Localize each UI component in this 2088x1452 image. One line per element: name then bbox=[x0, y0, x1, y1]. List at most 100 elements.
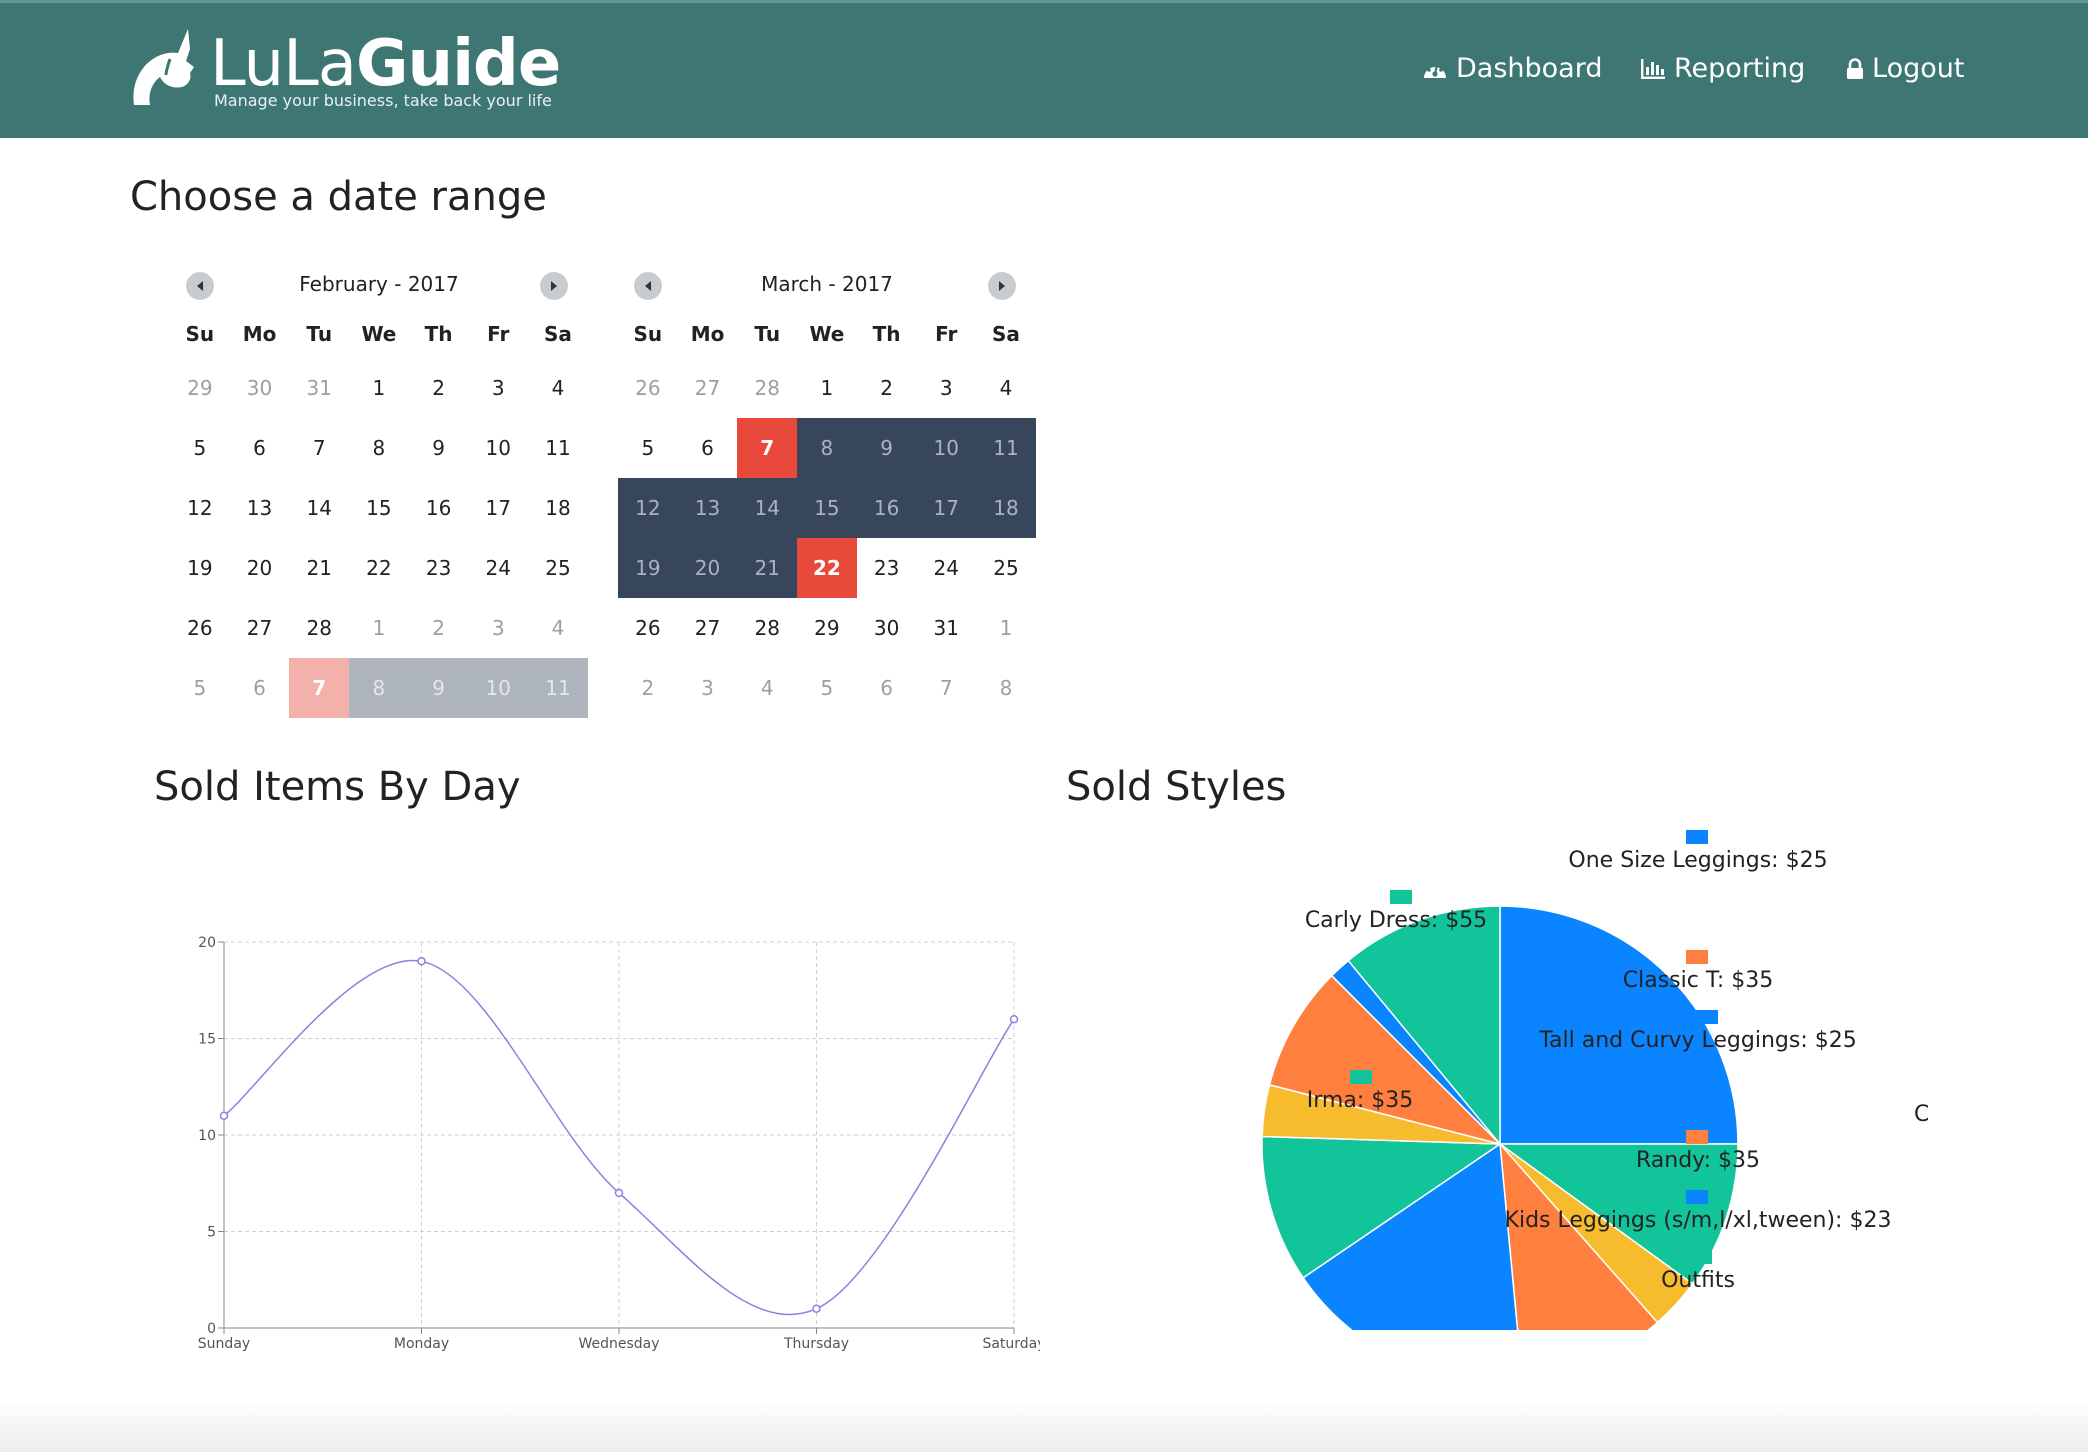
calendar-day[interactable]: 24 bbox=[485, 556, 511, 580]
calendar-day[interactable]: 3 bbox=[701, 676, 714, 700]
calendar-day[interactable]: 10 bbox=[485, 436, 511, 460]
calendar-day[interactable]: 25 bbox=[993, 556, 1019, 580]
calendar-day[interactable]: 11 bbox=[976, 418, 1036, 478]
calendar-day[interactable]: 10 bbox=[916, 418, 977, 478]
calendar-day[interactable]: 17 bbox=[916, 478, 977, 538]
calendar-day[interactable]: 30 bbox=[246, 376, 273, 400]
pie-slice[interactable] bbox=[1302, 1142, 1522, 1330]
calendar-day[interactable]: 16 bbox=[856, 478, 917, 538]
calendar-day[interactable]: 27 bbox=[246, 616, 273, 640]
calendar-day[interactable]: 23 bbox=[425, 556, 452, 580]
calendar-day[interactable]: 23 bbox=[873, 556, 900, 580]
calendar-day[interactable]: 7 bbox=[312, 436, 326, 460]
calendar-day[interactable]: 6 bbox=[701, 436, 714, 460]
prev-month-button[interactable] bbox=[186, 272, 214, 300]
calendar-day[interactable]: 6 bbox=[880, 676, 893, 700]
calendar-day[interactable]: 26 bbox=[635, 616, 661, 640]
calendar-day[interactable]: 2 bbox=[880, 376, 893, 400]
calendar-day[interactable]: 1 bbox=[820, 376, 834, 400]
calendar-day[interactable]: 28 bbox=[754, 616, 780, 640]
calendar-day[interactable]: 12 bbox=[618, 478, 678, 538]
calendar-day[interactable]: 27 bbox=[694, 616, 721, 640]
calendar-day[interactable]: 29 bbox=[187, 376, 213, 400]
next-month-button[interactable] bbox=[540, 272, 568, 300]
nav-logout[interactable]: Logout bbox=[1846, 53, 1964, 84]
calendar-day[interactable]: 2 bbox=[641, 676, 655, 700]
calendar-day[interactable]: 7 bbox=[939, 676, 953, 700]
calendar-day[interactable]: 11 bbox=[528, 658, 588, 718]
calendar-day[interactable]: 3 bbox=[939, 376, 953, 400]
calendar-day[interactable]: 28 bbox=[754, 376, 780, 400]
calendar-day[interactable]: 12 bbox=[187, 496, 213, 520]
calendar-day[interactable]: 1 bbox=[372, 376, 386, 400]
calendar-day[interactable]: 9 bbox=[856, 418, 917, 478]
calendar-day[interactable]: 18 bbox=[976, 478, 1036, 538]
calendar-day[interactable]: 5 bbox=[641, 436, 655, 460]
prev-month-button[interactable] bbox=[634, 272, 662, 300]
calendar-day[interactable]: 28 bbox=[306, 616, 332, 640]
calendar-day[interactable]: 20 bbox=[677, 538, 738, 598]
calendar-day[interactable]: 7 bbox=[737, 418, 798, 478]
calendar-day[interactable]: 6 bbox=[253, 676, 266, 700]
calendar-day[interactable]: 27 bbox=[694, 376, 721, 400]
nav-dashboard[interactable]: Dashboard bbox=[1422, 53, 1602, 84]
calendar-day[interactable]: 3 bbox=[491, 616, 505, 640]
calendar-day[interactable]: 5 bbox=[193, 676, 207, 700]
calendar-day[interactable]: 22 bbox=[797, 538, 857, 598]
calendar-day[interactable]: 4 bbox=[551, 376, 565, 400]
calendar-day[interactable]: 15 bbox=[797, 478, 857, 538]
calendar-day[interactable]: 2 bbox=[432, 376, 445, 400]
calendar-day[interactable]: 9 bbox=[432, 436, 445, 460]
next-month-button[interactable] bbox=[988, 272, 1016, 300]
calendar-day[interactable]: 13 bbox=[677, 478, 738, 538]
nav-reporting[interactable]: Reporting bbox=[1640, 53, 1805, 84]
brand-logo[interactable]: LuLaGuide Manage your business, take bac… bbox=[126, 25, 561, 115]
pie-slice[interactable] bbox=[1499, 1141, 1659, 1330]
calendar-day[interactable]: 8 bbox=[797, 418, 857, 478]
calendar-day[interactable]: 4 bbox=[760, 676, 774, 700]
calendar-day[interactable]: 15 bbox=[366, 496, 392, 520]
calendar-day[interactable]: 2 bbox=[432, 616, 445, 640]
calendar-day[interactable]: 16 bbox=[425, 496, 452, 520]
calendar-day[interactable]: 5 bbox=[193, 436, 207, 460]
calendar-day[interactable]: 1 bbox=[999, 616, 1013, 640]
pie-slice[interactable] bbox=[1261, 1135, 1503, 1279]
pie-slice[interactable] bbox=[1268, 974, 1503, 1146]
calendar-day[interactable]: 14 bbox=[306, 496, 332, 520]
calendar-day[interactable]: 14 bbox=[737, 478, 798, 538]
calendar-day[interactable]: 18 bbox=[545, 496, 571, 520]
calendar-day[interactable]: 8 bbox=[999, 676, 1013, 700]
pie-slice[interactable] bbox=[1347, 905, 1501, 1147]
calendar-day[interactable]: 20 bbox=[246, 556, 273, 580]
calendar-day[interactable]: 24 bbox=[933, 556, 959, 580]
calendar-day[interactable]: 19 bbox=[618, 538, 678, 598]
calendar-day[interactable]: 6 bbox=[253, 436, 266, 460]
calendar-day[interactable]: 30 bbox=[873, 616, 900, 640]
calendar-day[interactable]: 3 bbox=[491, 376, 505, 400]
calendar-day[interactable]: 8 bbox=[349, 658, 409, 718]
calendar-day[interactable]: 31 bbox=[933, 616, 959, 640]
calendar-day[interactable]: 31 bbox=[306, 376, 332, 400]
calendar-day[interactable]: 26 bbox=[635, 376, 661, 400]
calendar-day[interactable]: 17 bbox=[485, 496, 511, 520]
calendar-day[interactable]: 21 bbox=[306, 556, 332, 580]
pie-slice[interactable] bbox=[1497, 1143, 1739, 1285]
y-tick-label: 15 bbox=[198, 1032, 216, 1048]
calendar-day[interactable]: 8 bbox=[372, 436, 386, 460]
calendar-day[interactable]: 11 bbox=[545, 436, 571, 460]
calendar-day[interactable]: 9 bbox=[408, 658, 469, 718]
calendar-day[interactable]: 22 bbox=[366, 556, 392, 580]
calendar-day[interactable]: 19 bbox=[187, 556, 213, 580]
calendar-day[interactable]: 4 bbox=[551, 616, 565, 640]
calendar-day[interactable]: 1 bbox=[372, 616, 386, 640]
calendar-day[interactable]: 26 bbox=[187, 616, 213, 640]
calendar-day[interactable]: 21 bbox=[737, 538, 798, 598]
calendar-day[interactable]: 4 bbox=[999, 376, 1013, 400]
calendar-day[interactable]: 7 bbox=[289, 658, 350, 718]
calendar-day[interactable]: 10 bbox=[468, 658, 529, 718]
calendar-day[interactable]: 29 bbox=[814, 616, 840, 640]
pie-slice[interactable] bbox=[1499, 905, 1739, 1145]
calendar-day[interactable]: 25 bbox=[545, 556, 571, 580]
calendar-day[interactable]: 5 bbox=[820, 676, 834, 700]
calendar-day[interactable]: 13 bbox=[246, 496, 273, 520]
